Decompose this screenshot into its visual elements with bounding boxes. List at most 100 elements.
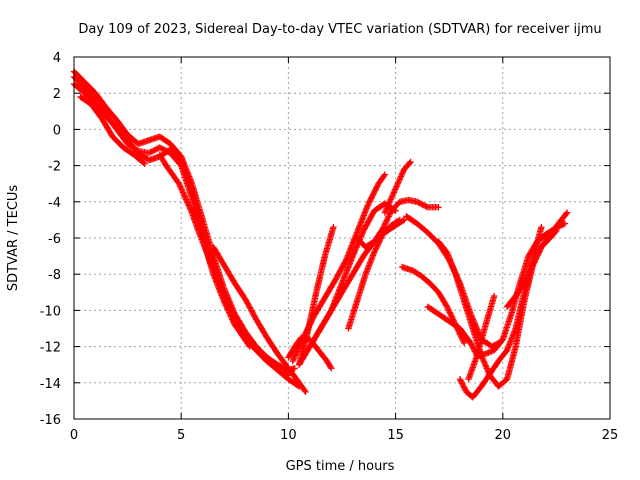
data-point xyxy=(227,308,235,315)
data-point xyxy=(185,202,192,209)
data-point xyxy=(184,200,192,208)
data-point xyxy=(460,338,467,345)
data-point xyxy=(352,245,359,253)
data-point xyxy=(388,193,396,200)
data-point xyxy=(292,350,300,358)
data-point xyxy=(359,230,366,237)
data-point xyxy=(482,362,489,369)
data-point xyxy=(181,192,188,199)
data-point xyxy=(406,159,413,167)
data-point xyxy=(389,192,396,199)
data-point xyxy=(446,309,453,316)
data-point xyxy=(246,343,254,350)
data-point xyxy=(372,246,379,253)
data-point xyxy=(183,197,190,205)
series-arc-14 xyxy=(381,158,414,216)
x-tick-labels: 0 5 10 15 20 25 xyxy=(70,428,618,443)
y-tick-label: 4 xyxy=(53,51,61,66)
data-point xyxy=(328,365,335,372)
data-point xyxy=(469,343,476,351)
y-tick-label: 0 xyxy=(53,123,61,138)
data-point xyxy=(383,205,391,212)
data-point xyxy=(457,377,464,384)
data-point xyxy=(342,257,349,265)
data-point xyxy=(386,197,394,205)
data-point xyxy=(290,356,297,363)
data-point xyxy=(445,307,453,315)
data-point xyxy=(395,217,402,224)
data-point xyxy=(295,344,303,351)
series-arc-21 xyxy=(503,223,545,310)
data-point xyxy=(468,342,476,350)
data-point xyxy=(232,318,239,325)
data-point xyxy=(461,339,468,347)
x-tick-label: 25 xyxy=(602,428,619,443)
data-point xyxy=(380,222,388,230)
data-point xyxy=(398,171,405,179)
data-point xyxy=(461,384,468,391)
series-arc-5 xyxy=(156,151,254,350)
data-point xyxy=(560,220,567,228)
data-point xyxy=(177,184,185,192)
data-point xyxy=(291,353,298,361)
data-point xyxy=(228,311,236,318)
data-point xyxy=(386,199,393,206)
data-point xyxy=(357,233,365,240)
data-point xyxy=(222,295,229,302)
data-point xyxy=(372,245,380,252)
data-point xyxy=(233,320,240,328)
data-point xyxy=(395,177,403,185)
data-point xyxy=(140,159,147,166)
data-point xyxy=(390,190,397,198)
data-point xyxy=(384,203,391,211)
y-tick-labels: 4 2 0 -2 -4 -6 -8 -10 -12 -14 -16 xyxy=(40,51,61,428)
series-arc-4 xyxy=(77,93,148,167)
data-point xyxy=(221,294,228,301)
data-point xyxy=(292,352,299,359)
series-arc-20 xyxy=(465,292,498,383)
data-points xyxy=(70,68,571,401)
y-tick-label: -4 xyxy=(48,196,61,211)
data-point xyxy=(179,189,187,196)
data-point xyxy=(391,187,398,195)
data-point xyxy=(380,172,388,180)
data-point xyxy=(374,240,382,248)
data-point xyxy=(234,322,241,329)
data-point xyxy=(393,183,400,190)
data-point xyxy=(186,205,194,212)
data-point xyxy=(232,319,240,326)
data-point xyxy=(459,381,466,389)
data-point xyxy=(179,187,186,195)
data-point xyxy=(393,181,401,189)
data-point xyxy=(397,174,404,182)
data-point xyxy=(234,323,242,331)
data-point xyxy=(458,380,466,387)
data-point xyxy=(375,239,382,246)
data-point xyxy=(483,363,490,371)
y-tick-label: -6 xyxy=(48,232,61,247)
data-point xyxy=(230,314,237,321)
x-axis-label: GPS time / hours xyxy=(286,459,395,474)
data-point xyxy=(235,325,242,332)
data-point xyxy=(456,375,464,383)
data-point xyxy=(236,326,243,333)
data-point xyxy=(396,176,403,183)
data-point xyxy=(563,209,571,216)
series-arc-12 xyxy=(345,216,404,332)
data-point xyxy=(538,223,545,231)
y-tick-label: -16 xyxy=(40,413,61,428)
data-point xyxy=(223,298,230,305)
data-point xyxy=(385,213,392,220)
data-point xyxy=(384,214,392,222)
data-point xyxy=(301,387,308,394)
data-point xyxy=(373,243,380,251)
data-point xyxy=(181,193,189,200)
data-point xyxy=(382,218,390,226)
data-point xyxy=(225,302,232,310)
data-point xyxy=(385,200,392,208)
data-point xyxy=(349,252,356,260)
y-tick-label: -12 xyxy=(40,341,61,356)
data-point xyxy=(184,199,191,206)
series-arc-9 xyxy=(289,171,389,365)
data-point xyxy=(225,304,233,311)
